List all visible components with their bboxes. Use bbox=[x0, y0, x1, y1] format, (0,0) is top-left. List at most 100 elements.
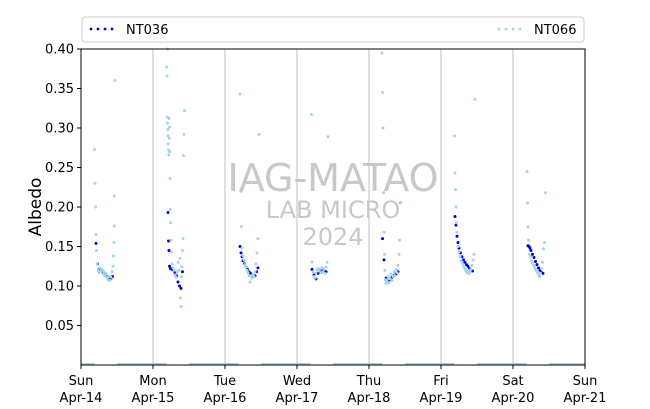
legend-marker-nt036 bbox=[103, 27, 107, 31]
data-point-nt066 bbox=[250, 276, 254, 280]
data-point-nt066 bbox=[169, 238, 173, 242]
data-point-nt036 bbox=[454, 223, 458, 227]
data-point-nt066 bbox=[167, 136, 171, 140]
data-point-nt066 bbox=[166, 121, 169, 125]
legend-item-nt036: NT036 bbox=[89, 23, 168, 38]
data-point-nt066 bbox=[240, 246, 244, 250]
legend-marker-nt066 bbox=[511, 27, 515, 31]
x-tick-label-day: Sat bbox=[502, 374, 523, 389]
data-point-nt066 bbox=[176, 260, 180, 264]
data-point-nt066 bbox=[112, 241, 116, 245]
data-point-nt066 bbox=[310, 113, 313, 117]
data-point-nt066 bbox=[531, 261, 534, 265]
legend-marker-nt036 bbox=[89, 27, 93, 31]
data-point-nt066 bbox=[313, 276, 317, 280]
y-axis-title: Albedo bbox=[26, 178, 46, 237]
data-point-nt066 bbox=[383, 252, 386, 256]
data-point-nt066 bbox=[244, 265, 248, 269]
data-point-nt066 bbox=[398, 238, 401, 242]
x-tick-label-date: Apr-20 bbox=[492, 391, 535, 406]
y-tick-label: 0.10 bbox=[45, 280, 74, 295]
data-point-nt066 bbox=[314, 271, 318, 275]
x-tick-label-day: Sun bbox=[69, 374, 94, 389]
x-tick-label-date: Apr-15 bbox=[132, 391, 175, 406]
data-point-nt066 bbox=[529, 255, 532, 259]
data-point-nt066 bbox=[525, 169, 529, 173]
data-point-nt066 bbox=[113, 194, 116, 198]
data-point-nt066 bbox=[174, 275, 178, 279]
data-point-nt036 bbox=[532, 256, 536, 260]
data-point-nt066 bbox=[382, 230, 386, 234]
data-points bbox=[93, 47, 547, 309]
data-point-nt066 bbox=[172, 268, 176, 272]
data-point-nt066 bbox=[170, 262, 174, 266]
data-point-nt066 bbox=[395, 271, 399, 275]
data-point-nt066 bbox=[95, 262, 99, 266]
data-point-nt066 bbox=[325, 260, 329, 264]
data-point-nt066 bbox=[397, 252, 401, 256]
data-point-nt066 bbox=[322, 267, 326, 271]
data-point-nt066 bbox=[113, 79, 117, 83]
data-point-nt066 bbox=[170, 250, 173, 254]
data-point-nt066 bbox=[472, 252, 476, 256]
data-point-nt066 bbox=[180, 275, 183, 279]
x-tick-label-day: Tue bbox=[213, 374, 236, 389]
data-point-nt066 bbox=[102, 270, 106, 274]
y-axis: 0.05 0.10 0.15 0.20 0.25 0.30 0.35 0.40 bbox=[45, 43, 81, 334]
data-point-nt036 bbox=[463, 260, 467, 264]
data-point-nt066 bbox=[182, 132, 186, 136]
legend-marker-nt066 bbox=[504, 27, 508, 31]
data-point-nt066 bbox=[390, 278, 394, 282]
data-point-nt036 bbox=[529, 248, 533, 252]
data-point-nt066 bbox=[98, 266, 102, 270]
data-point-nt066 bbox=[166, 142, 170, 146]
data-point-nt066 bbox=[248, 280, 252, 284]
x-tick-label-day: Thu bbox=[356, 374, 381, 389]
data-point-nt066 bbox=[179, 296, 182, 300]
data-point-nt066 bbox=[387, 281, 391, 285]
data-point-nt066 bbox=[396, 263, 400, 267]
data-point-nt066 bbox=[320, 266, 324, 270]
data-point-nt066 bbox=[108, 278, 112, 282]
watermark-line-2: LAB MICRO bbox=[266, 196, 401, 224]
data-point-nt036 bbox=[535, 263, 539, 267]
data-point-nt066 bbox=[251, 272, 255, 276]
data-point-nt066 bbox=[394, 267, 398, 271]
data-point-nt066 bbox=[460, 260, 464, 264]
legend-marker-nt036 bbox=[96, 27, 100, 31]
legend-label-nt036: NT036 bbox=[126, 23, 168, 38]
legend-box bbox=[81, 16, 585, 43]
data-point-nt066 bbox=[385, 279, 389, 283]
x-axis: Sun Apr-14 Mon Apr-15 Tue Apr-16 Wed Apr-17 Thu A… bbox=[60, 365, 606, 406]
x-tick-label-day: Fri bbox=[433, 374, 449, 389]
data-point-nt036 bbox=[179, 286, 183, 290]
y-tick-label: 0.20 bbox=[45, 201, 74, 216]
data-point-nt066 bbox=[455, 230, 459, 234]
x-tick-label-date: Apr-17 bbox=[276, 391, 319, 406]
data-point-nt066 bbox=[533, 265, 536, 269]
data-point-nt036 bbox=[168, 264, 171, 268]
data-point-nt066 bbox=[241, 254, 245, 258]
data-point-nt066 bbox=[243, 263, 247, 267]
data-point-nt066 bbox=[528, 252, 531, 256]
data-point-nt036 bbox=[178, 284, 181, 288]
x-tick-label-date: Apr-16 bbox=[204, 391, 247, 406]
data-point-nt066 bbox=[109, 275, 113, 279]
x-tick-label-date: Apr-19 bbox=[420, 391, 463, 406]
data-point-nt066 bbox=[238, 92, 242, 96]
legend-label-nt066: NT066 bbox=[534, 23, 576, 38]
data-point-nt036 bbox=[537, 266, 540, 270]
data-point-nt066 bbox=[245, 268, 249, 272]
data-point-nt066 bbox=[389, 272, 393, 276]
data-point-nt066 bbox=[165, 65, 168, 69]
data-point-nt066 bbox=[453, 134, 456, 138]
watermark-line-1: IAG-MATAO bbox=[227, 156, 438, 200]
data-point-nt066 bbox=[167, 153, 171, 157]
data-point-nt036 bbox=[528, 246, 532, 250]
data-point-nt066 bbox=[393, 274, 397, 278]
data-point-nt066 bbox=[168, 207, 172, 211]
data-point-nt066 bbox=[383, 268, 387, 272]
data-point-nt066 bbox=[175, 270, 179, 274]
data-point-nt066 bbox=[455, 221, 458, 225]
